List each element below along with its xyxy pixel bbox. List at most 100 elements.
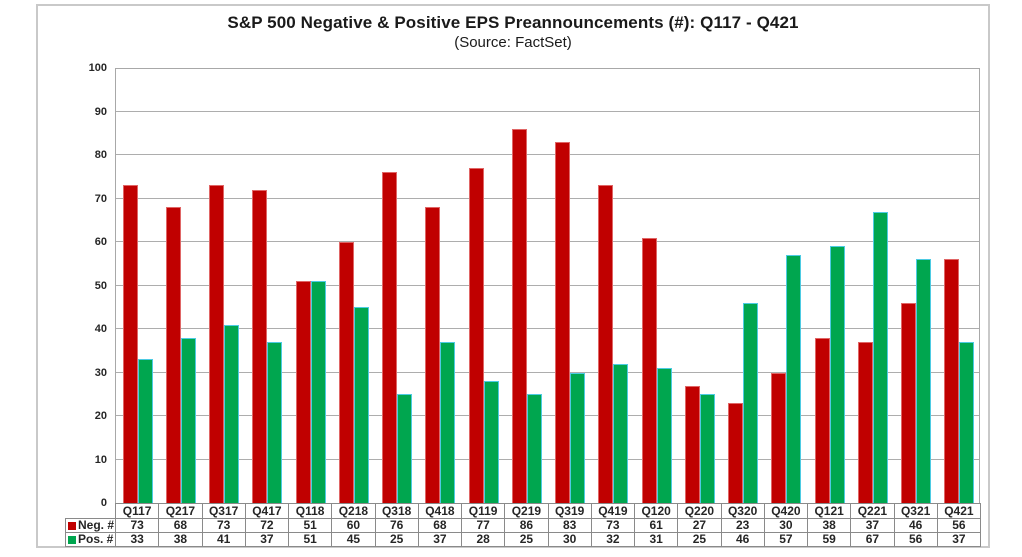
bar-neg-q121 <box>814 337 830 503</box>
value-cell: 32 <box>590 532 636 547</box>
value-cell: 73 <box>114 518 160 533</box>
bar-neg-q117 <box>122 185 138 503</box>
quarter-header-cell: Q419 <box>590 503 636 519</box>
category-group-q421 <box>938 68 981 503</box>
value-cell: 37 <box>850 518 895 533</box>
gridline <box>116 458 979 460</box>
bar-neg-q119 <box>468 168 484 503</box>
quarter-header-cell: Q118 <box>287 503 333 519</box>
category-group-q119 <box>462 68 505 503</box>
bar-pos-q218 <box>353 307 369 503</box>
plot-area <box>115 68 980 503</box>
value-cell: 68 <box>158 518 203 533</box>
bar-neg-q318 <box>382 172 398 503</box>
value-cell: 38 <box>158 532 203 547</box>
category-group-q320 <box>722 68 765 503</box>
value-cell: 30 <box>547 532 592 547</box>
value-cell: 73 <box>201 518 246 533</box>
bar-pos-q317 <box>224 324 240 503</box>
value-cell: 25 <box>677 532 722 547</box>
y-tick-label: 80 <box>94 149 107 161</box>
bar-neg-q419 <box>598 185 614 503</box>
value-cell: 41 <box>201 532 246 547</box>
pos-legend-cell: Pos. # <box>65 532 116 547</box>
bar-neg-q420 <box>771 372 787 503</box>
value-cell: 45 <box>331 532 376 547</box>
value-cell: 59 <box>806 532 852 547</box>
bar-pos-q217 <box>180 337 196 503</box>
quarter-header-cell: Q317 <box>201 503 246 519</box>
bar-pos-q318 <box>397 394 413 503</box>
bar-neg-q418 <box>425 207 441 503</box>
value-cell: 68 <box>417 518 463 533</box>
value-cell: 33 <box>114 532 160 547</box>
category-group-q118 <box>289 68 332 503</box>
bar-neg-q217 <box>165 207 181 503</box>
value-cell: 25 <box>504 532 549 547</box>
bar-neg-q319 <box>555 141 571 503</box>
bar-pos-q319 <box>570 372 586 503</box>
value-cell: 37 <box>244 532 290 547</box>
value-cell: 76 <box>374 518 419 533</box>
value-cell: 61 <box>633 518 679 533</box>
category-group-q419 <box>592 68 635 503</box>
gridline <box>116 154 979 155</box>
value-cell: 72 <box>244 518 290 533</box>
quarter-header-cell: Q219 <box>504 503 549 519</box>
bar-pos-q219 <box>526 394 542 503</box>
y-tick-label: 70 <box>94 192 107 205</box>
gridline <box>116 415 979 416</box>
bar-pos-q420 <box>786 255 802 503</box>
y-tick-label: 50 <box>94 279 107 292</box>
quarter-header-cell: Q319 <box>547 503 592 519</box>
y-tick-label: 60 <box>94 236 107 248</box>
gridline <box>116 284 979 286</box>
bar-neg-q321 <box>901 302 917 503</box>
quarter-header-cell: Q220 <box>677 503 722 519</box>
category-group-q221 <box>851 68 894 503</box>
value-cell: 23 <box>720 518 765 533</box>
value-cell: 51 <box>287 532 333 547</box>
chart-frame: S&P 500 Negative & Positive EPS Preannou… <box>36 4 990 548</box>
bar-pos-q321 <box>916 259 932 503</box>
gridline <box>116 110 979 112</box>
gridline <box>116 371 979 373</box>
bar-pos-q117 <box>137 359 153 503</box>
neg-legend-cell: Neg. # <box>65 518 116 533</box>
value-cell: 37 <box>417 532 463 547</box>
category-group-q417 <box>246 68 289 503</box>
category-group-q321 <box>895 68 938 503</box>
bar-pos-q421 <box>959 342 975 503</box>
y-tick-label: 100 <box>88 62 107 74</box>
bar-pos-q121 <box>829 246 845 503</box>
value-cell: 38 <box>806 518 852 533</box>
category-group-q420 <box>765 68 808 503</box>
value-cell: 77 <box>460 518 506 533</box>
bar-pos-q220 <box>699 394 715 503</box>
gridline <box>116 328 979 329</box>
pos-series-row: Pos. #33 38 41 37 51 45 25 37 28 25 30 32 31 25 46 57 59… <box>65 532 982 547</box>
value-cell: 86 <box>504 518 549 533</box>
quarter-header-cell: Q120 <box>633 503 679 519</box>
quarter-header-cell: Q320 <box>720 503 765 519</box>
value-cell: 57 <box>763 532 809 547</box>
value-cell: 60 <box>331 518 376 533</box>
gridline <box>116 197 979 199</box>
table-blank-cell <box>65 503 116 519</box>
bar-pos-q419 <box>613 363 629 503</box>
value-cell: 73 <box>590 518 636 533</box>
category-group-q318 <box>376 68 419 503</box>
y-tick-label: 30 <box>94 366 107 379</box>
bar-neg-q218 <box>338 242 354 503</box>
bar-neg-q120 <box>641 237 657 503</box>
category-group-q317 <box>203 68 246 503</box>
y-tick-label: 40 <box>94 323 107 335</box>
gridline <box>116 241 979 242</box>
bar-pos-q118 <box>310 281 326 503</box>
y-tick-label: 20 <box>94 410 107 422</box>
y-tick-label: 0 <box>100 497 107 509</box>
value-cell: 46 <box>720 532 765 547</box>
table-header-row: Q117 Q217 Q317 Q417 Q118 Q218 Q318 Q418 Q119 Q219… <box>65 503 982 519</box>
table-body: Q117 Q217 Q317 Q417 Q118 Q218 Q318 Q418 Q119 Q219… <box>65 503 982 547</box>
